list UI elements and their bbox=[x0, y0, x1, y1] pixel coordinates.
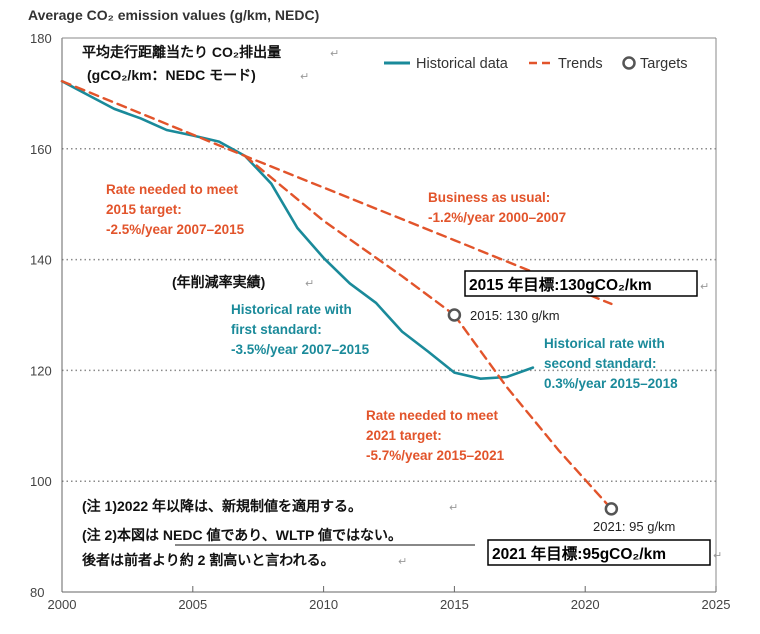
x-tick-label-2025: 2025 bbox=[702, 597, 731, 612]
hist-second-line2: second standard: bbox=[544, 356, 657, 371]
rate-2015-line2: 2015 target: bbox=[106, 202, 182, 217]
legend-target-icon bbox=[622, 56, 636, 70]
series-line-business-as-usual bbox=[60, 80, 613, 306]
edit-mark: ↵ bbox=[700, 281, 709, 293]
subtitle-jp-line1: 平均走行距離当たり CO₂排出量 bbox=[82, 44, 281, 60]
y-tick-label-120: 120 bbox=[30, 363, 52, 378]
subtitle-jp-line2: (gCO₂/km：NEDC モード) bbox=[87, 67, 256, 83]
x-tick-label-2010: 2010 bbox=[309, 597, 338, 612]
edit-mark: ↵ bbox=[300, 71, 309, 83]
series-line-rate-needed-to-meet-2015-target bbox=[243, 154, 456, 317]
x-tick-label-2005: 2005 bbox=[178, 597, 207, 612]
target-2015-label: 2015: 130 g/km bbox=[470, 308, 560, 323]
x-tick-label-2015: 2015 bbox=[440, 597, 469, 612]
y-tick-label-100: 100 bbox=[30, 474, 52, 489]
edit-mark: ↵ bbox=[713, 550, 722, 562]
edit-mark: ↵ bbox=[398, 556, 407, 568]
y-tick-label-180: 180 bbox=[30, 31, 52, 46]
target-2021-jp-label: 2021 年目標:95gCO₂/km bbox=[492, 544, 666, 563]
legend-trends-label: Trends bbox=[558, 56, 603, 72]
legend-historical-label: Historical data bbox=[416, 56, 509, 72]
y-tick-label-160: 160 bbox=[30, 142, 52, 157]
target-2015-jp-box bbox=[464, 270, 698, 297]
target-2021-label: 2021: 95 g/km bbox=[593, 519, 675, 534]
legend-targets-label: Targets bbox=[640, 56, 688, 72]
target-marker-2021 bbox=[604, 502, 619, 516]
note-3: 後者は前者より約 2 割高いと言われる。 bbox=[82, 552, 335, 568]
rate-2015-line3: -2.5%/year 2007–2015 bbox=[106, 222, 245, 237]
target-2021-jp-box bbox=[487, 539, 711, 566]
x-tick-label-2000: 2000 bbox=[48, 597, 77, 612]
note-1: (注 1)2022 年以降は、新規制値を適用する。 bbox=[82, 498, 362, 514]
hist-first-line2: first standard: bbox=[231, 322, 322, 337]
rate-2021-line2: 2021 target: bbox=[366, 428, 442, 443]
hist-second-line3: 0.3%/year 2015–2018 bbox=[544, 376, 678, 391]
target-markers bbox=[447, 308, 619, 516]
bau-line1: Business as usual: bbox=[428, 190, 550, 205]
target-2015-jp-label: 2015 年目標:130gCO₂/km bbox=[469, 275, 652, 294]
axes: 80 100 120 140 160 180 2000 2005 2010 2015 2020 202… bbox=[30, 31, 730, 612]
note-2: (注 2)本図は NEDC 値であり、WLTP 値ではない。 bbox=[82, 527, 402, 543]
chart-title: Average CO₂ emission values (g/km, NEDC) bbox=[28, 7, 319, 23]
rate-2015-line1: Rate needed to meet bbox=[106, 182, 239, 197]
hist-first-line1: Historical rate with bbox=[231, 302, 352, 317]
rate-2021-line1: Rate needed to meet bbox=[366, 408, 499, 423]
rate-2021-line3: -5.7%/year 2015–2021 bbox=[366, 448, 505, 463]
x-tick-label-2020: 2020 bbox=[571, 597, 600, 612]
bau-line2: -1.2%/year 2000–2007 bbox=[428, 210, 566, 225]
hist-first-line3: -3.5%/year 2007–2015 bbox=[231, 342, 370, 357]
y-tick-label-140: 140 bbox=[30, 253, 52, 268]
y-tick-label-80: 80 bbox=[30, 585, 44, 600]
series-line-rate-needed-to-meet-2021-target bbox=[453, 313, 613, 511]
grid-lines bbox=[62, 148, 716, 482]
hist-second-line1: Historical rate with bbox=[544, 336, 665, 351]
edit-mark: ↵ bbox=[449, 502, 458, 514]
series-lines bbox=[60, 79, 613, 511]
annual-rate-jp-label: (年削減率実績) bbox=[172, 274, 265, 290]
series-line-historical-data bbox=[60, 79, 535, 380]
edit-mark: ↵ bbox=[330, 48, 339, 60]
edit-mark: ↵ bbox=[305, 278, 314, 290]
legend: Historical data Trends Targets bbox=[384, 56, 688, 72]
target-marker-2015 bbox=[447, 308, 462, 322]
